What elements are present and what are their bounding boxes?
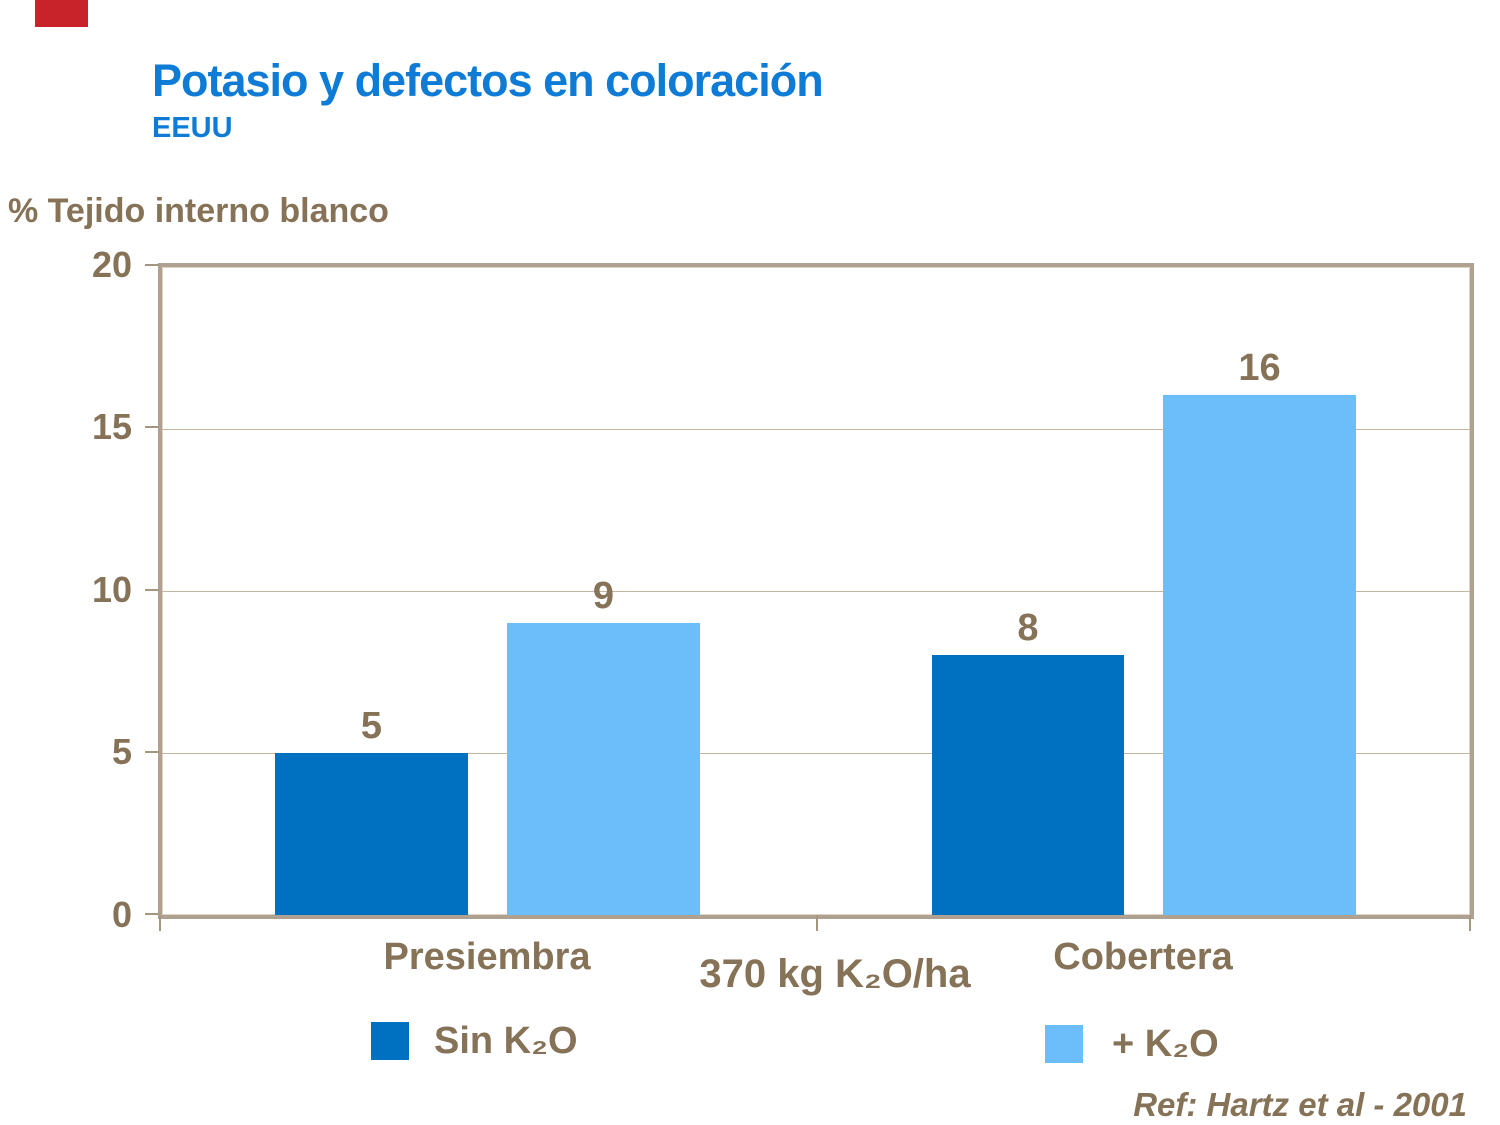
y-tickmark-10 (145, 589, 159, 591)
bar-value-label: 5 (360, 704, 383, 747)
y-tick-15: 15 (91, 406, 132, 447)
y-tick-5: 5 (111, 731, 132, 772)
chart-subtitle: EEUU (152, 112, 233, 144)
y-tickmark-15 (145, 426, 159, 428)
legend-swatch-sin-k2o (371, 1022, 409, 1060)
y-axis-title: % Tejido interno blanco (8, 192, 389, 230)
bar-value-label: 8 (1017, 607, 1039, 649)
y-tickmark-20 (145, 264, 159, 266)
y-tick-10: 10 (91, 569, 132, 610)
bar-presiembra-plus-k2o: 9 (507, 575, 700, 915)
bar-cobertera-sin-k2o: 8 (932, 607, 1124, 915)
gridline-10 (162, 591, 1470, 592)
bar-value-label: 9 (592, 574, 615, 617)
reference-note: Ref: Hartz et al - 2001 (1133, 1086, 1467, 1123)
dose-annotation: 370 kg K₂O/ha (699, 952, 971, 996)
legend-swatch-plus-k2o (1045, 1025, 1083, 1063)
x-category-presiembra: Presiembra (383, 936, 591, 978)
slide-accent-red-rect (35, 0, 88, 27)
x-tickmark-left (159, 915, 161, 931)
gridline-15 (162, 429, 1470, 430)
y-tickmark-0 (145, 913, 159, 915)
bar-cobertera-plus-k2o: 16 (1163, 347, 1356, 915)
bar-presiembra-sin-k2o: 5 (275, 705, 468, 915)
gridline-5 (162, 753, 1470, 754)
chart-title: Potasio y defectos en coloración (152, 55, 824, 106)
x-category-cobertera: Cobertera (1053, 936, 1233, 978)
y-tick-0: 0 (111, 894, 132, 935)
y-tick-20: 20 (91, 244, 132, 285)
x-tickmark-center (816, 915, 818, 931)
legend-label-plus-k2o: + K₂O (1112, 1023, 1219, 1065)
bar-value-label: 16 (1238, 347, 1281, 389)
y-tickmark-5 (145, 751, 159, 753)
legend-label-sin-k2o: Sin K₂O (434, 1020, 578, 1062)
x-tickmark-right (1469, 915, 1471, 931)
